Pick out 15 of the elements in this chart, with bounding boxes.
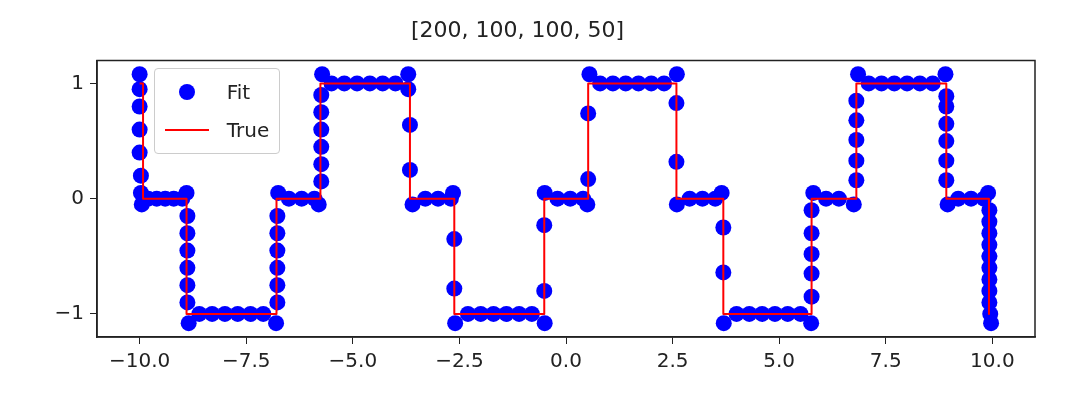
x-tick-label: 2.5 <box>656 348 689 373</box>
x-tick-label: −10.0 <box>108 348 171 373</box>
y-tick-label: 0 <box>71 184 84 209</box>
y-tick-label: 1 <box>71 69 84 94</box>
legend-label: True <box>226 118 270 143</box>
x-tick-label: −7.5 <box>221 348 271 373</box>
y-tick-label: −1 <box>54 300 84 325</box>
legend-label: Fit <box>226 80 251 105</box>
chart-title: [200, 100, 100, 50] <box>410 16 625 42</box>
x-tick-label: −2.5 <box>435 348 484 373</box>
x-tick-label: 0.0 <box>550 348 582 373</box>
x-tick-label: −5.0 <box>328 348 378 373</box>
x-tick-label: 7.5 <box>869 348 902 373</box>
x-tick-label: 5.0 <box>763 348 796 373</box>
x-tick-label: 10.0 <box>970 348 1015 373</box>
